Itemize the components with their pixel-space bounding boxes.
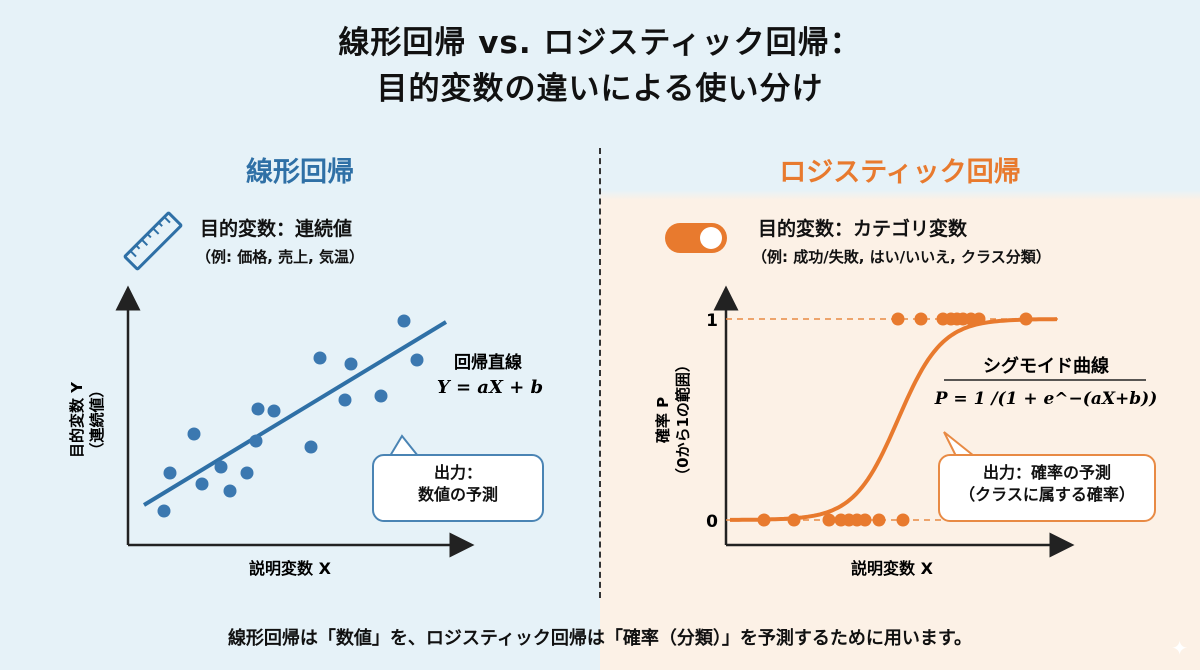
linear-target-examples: （例: 価格, 売上, 気温） <box>196 248 365 266</box>
tick-label-zero: 0 <box>706 512 718 532</box>
sigmoid-equation: P = 1 /(1 + e^−(aX+b)) <box>934 389 1158 409</box>
linear-data-point <box>249 434 263 448</box>
linear-output-callout: 出力： 数値の予測 <box>372 454 544 522</box>
linear-y-axis-label: 目的変数 Y <box>68 381 86 458</box>
linear-y-axis-sublabel: （連続値） <box>88 382 106 457</box>
linear-data-point <box>410 353 424 367</box>
toggle-icon <box>665 223 727 253</box>
linear-data-point <box>223 484 237 498</box>
logistic-x-axis-label: 説明変数 X <box>851 559 934 578</box>
linear-data-point <box>267 404 281 418</box>
left-panel-background <box>0 0 600 670</box>
linear-scatter-plot: 回帰直線 Y = aX + b 目的変数 Y （連続値） 説明変数 X <box>68 285 543 578</box>
linear-data-point <box>195 477 209 491</box>
page-title: 線形回帰 vs. ロジスティック回帰： 目的変数の違いによる使い分け <box>0 20 1200 112</box>
logistic-data-point <box>1019 312 1033 326</box>
right-panel-background <box>600 0 1200 670</box>
logistic-data-point <box>822 513 836 527</box>
linear-data-point <box>344 357 358 371</box>
logistic-data-point <box>914 312 928 326</box>
logistic-data-point <box>896 513 910 527</box>
logistic-target-examples: （例: 成功/失敗, はい/いいえ, クラス分類） <box>752 248 1051 266</box>
linear-data-point <box>187 427 201 441</box>
sigmoid-curve-label: シグモイド曲線 <box>983 355 1109 377</box>
linear-callout-title: 出力： <box>433 463 482 482</box>
linear-data-point <box>163 466 177 480</box>
footer-summary: 線形回帰は「数値」を、ロジスティック回帰は「確率（分類）」を予測するために用いま… <box>227 628 973 649</box>
logistic-data-point <box>972 312 986 326</box>
logistic-data-point <box>757 513 771 527</box>
linear-data-point <box>313 351 327 365</box>
sigmoid-curve <box>730 317 1058 522</box>
logistic-callout-pointer <box>943 431 977 457</box>
logistic-output-callout: 出力：確率の予測 （クラスに属する確率） <box>938 454 1156 522</box>
linear-data-point <box>240 466 254 480</box>
logistic-heading: ロジスティック回帰 <box>779 157 1021 188</box>
linear-data-point <box>338 393 352 407</box>
logistic-y-axis-sublabel: （0から1の範囲） <box>674 357 692 483</box>
linear-data-point <box>374 389 388 403</box>
logistic-target-label: 目的変数：カテゴリ変数 <box>758 218 968 240</box>
linear-heading: 線形回帰 <box>246 157 354 188</box>
tick-label-one: 1 <box>706 311 718 331</box>
logistic-callout-text: （クラスに属する確率） <box>959 485 1135 504</box>
logistic-data-point <box>872 513 886 527</box>
logistic-callout-title: 出力：確率の予測 <box>982 463 1111 482</box>
linear-data-point <box>157 504 171 518</box>
linear-callout-text: 数値の予測 <box>417 485 498 504</box>
linear-data-point <box>304 440 318 454</box>
linear-target-label: 目的変数：連続値 <box>200 218 353 240</box>
linear-x-axis-label: 説明変数 X <box>249 559 332 578</box>
linear-data-point <box>214 460 228 474</box>
regression-line <box>142 320 448 507</box>
title-line-2: 目的変数の違いによる使い分け <box>376 71 824 107</box>
linear-data-point <box>251 402 265 416</box>
regression-line-label: 回帰直線 <box>454 352 522 373</box>
regression-equation: Y = aX + b <box>437 377 543 398</box>
title-line-1: 線形回帰 vs. ロジスティック回帰： <box>338 25 862 61</box>
logistic-data-point <box>787 513 801 527</box>
ruler-icon <box>123 211 183 271</box>
panel-divider <box>599 148 601 598</box>
logistic-y-axis-label: 確率 P <box>654 397 672 444</box>
logistic-data-point <box>858 513 872 527</box>
logistic-data-point <box>891 312 905 326</box>
linear-data-point <box>397 314 411 328</box>
sparkle-icon: ✦ <box>1171 636 1188 660</box>
